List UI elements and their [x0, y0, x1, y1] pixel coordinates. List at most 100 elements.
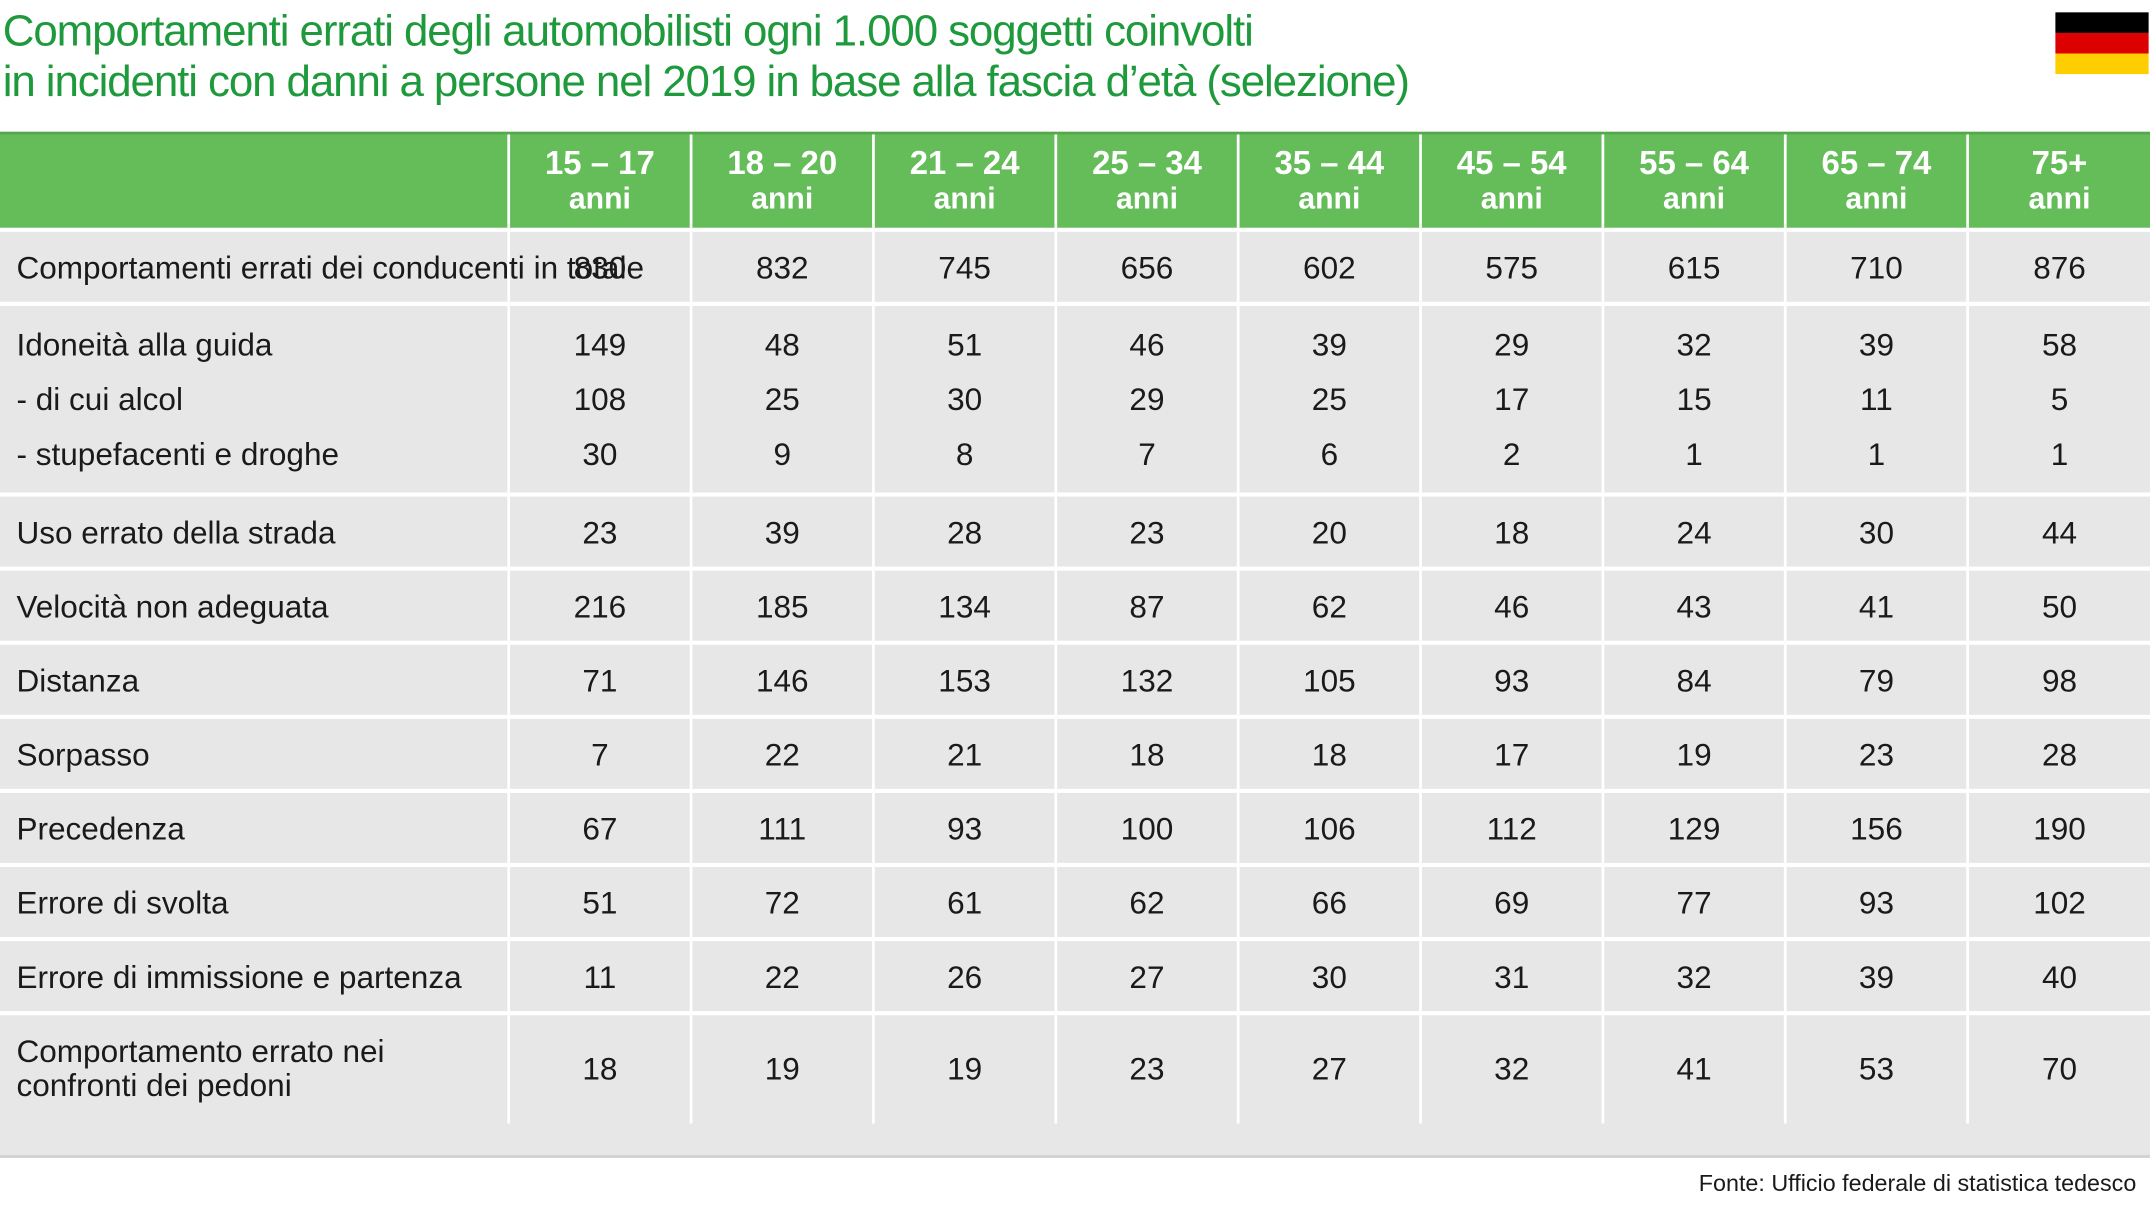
flag-stripe-black [2055, 12, 2149, 33]
value-cell: 44 [1966, 492, 2150, 569]
cell-value: 17 [1494, 381, 1530, 418]
cell-value: 93 [1494, 661, 1530, 698]
cell-value: 39 [764, 513, 800, 550]
value-cell: 23 [1054, 492, 1239, 569]
cell-value: 53 [1858, 1051, 1894, 1087]
cell-value: 876 [2033, 248, 2086, 285]
value-cell: 105 [1236, 640, 1421, 717]
value-cell: 69 [1419, 862, 1603, 940]
cell-value: 46 [1494, 587, 1530, 624]
row-label-cell: Errore di immissione e partenza [0, 936, 509, 1014]
row-label: Velocità non adeguata [16, 587, 329, 624]
value-cell: 18 [1236, 714, 1421, 791]
row-label-line: confronti dei pedoni [16, 1067, 292, 1104]
value-cell: 62 [1236, 566, 1421, 643]
column-range: 55 – 64 [1639, 145, 1749, 183]
cell-value: 51 [947, 326, 983, 363]
value-cell: 18 [1419, 492, 1603, 569]
cell-value: 98 [2041, 661, 2078, 698]
value-cell: 77 [1601, 862, 1786, 940]
row-label: Sorpasso [16, 736, 150, 772]
cell-value: 62 [1311, 587, 1347, 624]
cell-value: 745 [938, 248, 991, 285]
source-footer: Fonte: Ufficio federale di statistica te… [0, 1155, 2150, 1213]
column-unit: anni [1663, 181, 1726, 216]
cell-value: 216 [573, 587, 627, 624]
column-header: 15 – 17 anni [507, 131, 692, 230]
value-cell: 134 [872, 566, 1056, 643]
table-row: Distanza 71 146 153 132 105 93 84 79 98 [0, 640, 2150, 717]
value-cell: 51 [507, 862, 692, 940]
value-cell: 40 [1966, 936, 2150, 1014]
cell-value: 19 [1676, 736, 1712, 772]
cell-value: 23 [582, 513, 618, 550]
cell-value: 30 [582, 436, 618, 472]
cell-value: 79 [1858, 661, 1894, 698]
cell-value: 93 [1858, 884, 1894, 920]
column-header: 45 – 54 anni [1419, 131, 1603, 230]
row-label-cell: Precedenza [0, 788, 509, 865]
cell-value: 23 [1129, 513, 1165, 550]
value-cell: 129 [1601, 788, 1786, 865]
row-label: - di cui alcol [16, 381, 183, 418]
cell-value: 43 [1676, 587, 1712, 624]
cell-value: 62 [1129, 884, 1165, 920]
column-unit: anni [1480, 181, 1543, 216]
value-cell: 84 [1601, 640, 1786, 717]
cell-value: 26 [947, 958, 983, 994]
cell-value: 710 [1850, 248, 1903, 285]
row-label: Errore di svolta [16, 884, 229, 920]
cell-value: 23 [1858, 736, 1894, 772]
cell-value: 832 [755, 248, 809, 285]
cell-value: 18 [1494, 513, 1530, 550]
value-cell: 39 [1783, 936, 1968, 1014]
cell-value: 39 [1858, 958, 1894, 994]
table-row: Uso errato della strada 23 39 28 23 20 18 24 30 4… [0, 492, 2150, 569]
value-cell: 71 [507, 640, 692, 717]
header-row: 15 – 17 anni 18 – 20 anni 21 – 24 anni 25 – 34… [0, 131, 2150, 230]
cell-value: 93 [947, 810, 983, 846]
column-range: 75+ [2031, 145, 2088, 183]
value-cell: 48 25 9 [689, 301, 874, 495]
cell-value: 27 [1129, 958, 1165, 994]
cell-value: 156 [1850, 810, 1903, 846]
cell-value: 6 [1320, 436, 1339, 472]
cell-value: 656 [1120, 248, 1174, 285]
value-cell: 87 [1054, 566, 1239, 643]
cell-value: 77 [1676, 884, 1712, 920]
value-cell: 93 [872, 788, 1056, 865]
value-cell: 185 [689, 566, 874, 643]
cell-value: 18 [1129, 736, 1165, 772]
cell-value: 106 [1303, 810, 1356, 846]
value-cell: 93 [1783, 862, 1968, 940]
cell-value: 11 [583, 958, 617, 994]
cell-value: 602 [1303, 248, 1356, 285]
value-cell: 43 [1601, 566, 1786, 643]
flag-stripe-gold [2055, 53, 2149, 75]
value-cell: 111 [689, 788, 874, 865]
value-cell: 30 [1783, 492, 1968, 569]
value-cell: 72 [689, 862, 874, 940]
value-cell: 11 [507, 936, 692, 1014]
cell-value: 1 [1685, 436, 1703, 472]
flag-stripe-red [2055, 32, 2149, 54]
value-cell: 32 [1601, 936, 1786, 1014]
cell-value: 30 [1311, 958, 1347, 994]
cell-value: 102 [2033, 884, 2086, 920]
column-range: 65 – 74 [1821, 145, 1932, 183]
table-row: Precedenza 67 111 93 100 106 112 129 156 190 [0, 788, 2150, 865]
value-cell: 216 [507, 566, 692, 643]
value-cell: 32 [1419, 1011, 1603, 1123]
value-cell: 53 [1783, 1011, 1968, 1123]
value-cell: 22 [689, 714, 874, 791]
value-cell: 876 [1966, 227, 2150, 304]
cell-value: 84 [1676, 661, 1712, 698]
cell-value: 39 [1311, 326, 1347, 363]
cell-value: 129 [1667, 810, 1721, 846]
value-cell: 7 [507, 714, 692, 791]
cell-value: 66 [1311, 884, 1347, 920]
value-cell: 61 [872, 862, 1056, 940]
value-cell: 23 [1054, 1011, 1239, 1123]
value-cell: 28 [872, 492, 1056, 569]
value-cell: 602 [1236, 227, 1421, 304]
